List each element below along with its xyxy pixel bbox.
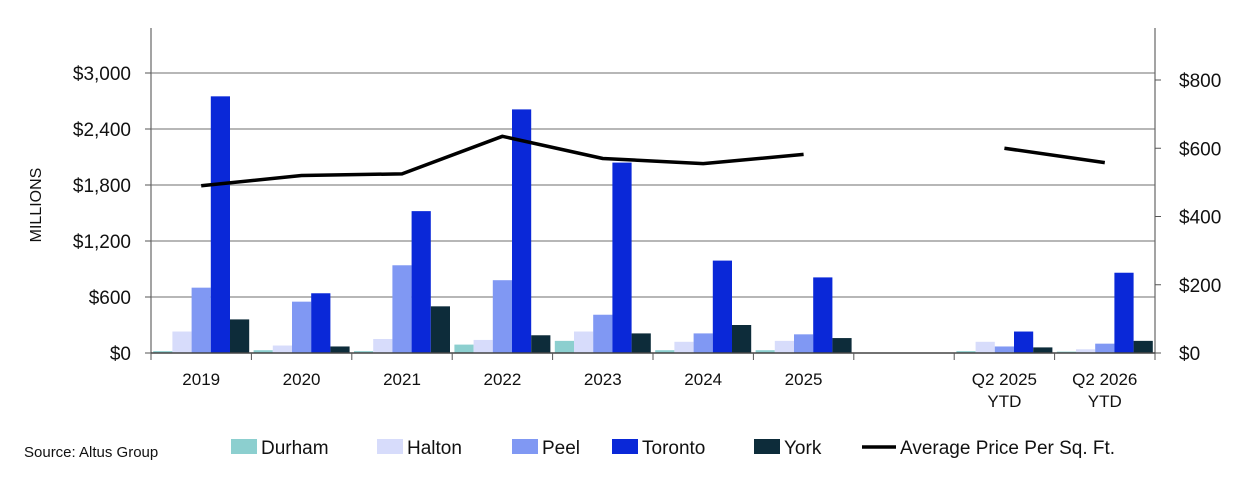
bar-toronto <box>1014 331 1034 353</box>
y2-tick-label: $600 <box>1179 139 1221 160</box>
bar-halton <box>473 339 493 353</box>
legend: Durham Halton Peel Toronto York Average Price… <box>231 438 1115 459</box>
bar-york <box>832 338 852 353</box>
bar-toronto <box>1114 272 1134 353</box>
x-category-label: 2023 <box>584 370 622 389</box>
y2-tick-label: $200 <box>1179 276 1221 297</box>
bar-york <box>430 306 450 353</box>
right-y-axis-ticks: $0 $200 $400 $600 $800 <box>1155 71 1221 365</box>
average-price-line <box>1004 146 1106 165</box>
y2-tick-label: $800 <box>1179 71 1221 92</box>
source-note: Source: Altus Group <box>24 444 158 461</box>
bar-halton <box>172 331 192 353</box>
legend-label: Peel <box>542 438 580 459</box>
bar-toronto <box>512 109 532 354</box>
bar-peel <box>292 301 312 353</box>
y-axis-title: MILLIONS <box>28 168 45 243</box>
x-category-label: 2020 <box>283 370 321 389</box>
y-tick-label: $1,800 <box>73 176 131 197</box>
average-price-line <box>201 134 804 188</box>
bar-peel <box>994 346 1014 353</box>
axes <box>150 28 1156 360</box>
legend-label: York <box>784 438 822 459</box>
bar-halton <box>1076 349 1096 353</box>
x-axis-categories: 2019 2020 2021 2022 2023 2024 2025 Q2 2025 YTD Q2… <box>182 370 1137 411</box>
bar-toronto <box>712 260 732 353</box>
bar-durham <box>253 350 273 353</box>
bar-peel <box>392 265 412 353</box>
bar-peel <box>492 280 512 353</box>
bar-halton <box>574 331 594 353</box>
bar-york <box>732 325 752 353</box>
legend-swatch-york <box>754 439 780 454</box>
legend-label: Halton <box>407 438 462 459</box>
y-tick-label: $3,000 <box>73 64 131 85</box>
y-tick-label: $2,400 <box>73 120 131 141</box>
bar-toronto <box>813 277 833 353</box>
bar-york <box>531 335 551 353</box>
legend-label: Average Price Per Sq. Ft. <box>900 438 1115 459</box>
legend-label: Toronto <box>642 438 705 459</box>
left-y-axis-ticks: $0 $600 $1,200 $1,800 $2,400 $3,000 <box>73 64 151 365</box>
bar-durham <box>755 350 775 353</box>
x-category-label: 2019 <box>182 370 220 389</box>
legend-swatch-halton <box>377 439 403 454</box>
bar-york <box>1133 340 1153 353</box>
legend-swatch-toronto <box>612 439 638 454</box>
y2-tick-label: $0 <box>1179 344 1200 365</box>
bar-halton <box>373 339 393 353</box>
x-category-label: YTD <box>987 392 1021 411</box>
legend-swatch-peel <box>512 439 538 454</box>
y-tick-label: $0 <box>110 344 131 365</box>
bar-durham <box>454 344 474 353</box>
bar-york <box>1033 347 1053 353</box>
bar-york <box>230 319 250 353</box>
x-category-label: 2024 <box>684 370 722 389</box>
grid-lines <box>151 72 1155 298</box>
bar-halton <box>774 340 794 353</box>
bar-durham <box>153 351 173 353</box>
x-category-label: Q2 2026 <box>1072 370 1137 389</box>
bar-halton <box>674 341 694 353</box>
bar-peel <box>693 333 713 353</box>
bar-peel <box>191 287 211 353</box>
bar-series <box>153 96 1153 354</box>
y-tick-label: $1,200 <box>73 232 131 253</box>
y-tick-label: $600 <box>89 288 131 309</box>
x-category-label: 2021 <box>383 370 421 389</box>
bar-durham <box>354 351 374 353</box>
bar-durham <box>956 351 976 353</box>
bar-peel <box>794 334 814 353</box>
x-category-label: Q2 2025 <box>972 370 1037 389</box>
legend-label: Durham <box>261 438 329 459</box>
bar-halton <box>975 341 995 353</box>
bar-york <box>330 346 350 353</box>
bar-peel <box>593 314 613 353</box>
bar-york <box>631 333 651 353</box>
x-category-label: 2022 <box>483 370 521 389</box>
bar-durham <box>655 350 675 353</box>
bar-toronto <box>210 96 230 353</box>
y2-tick-label: $400 <box>1179 208 1221 229</box>
bar-durham <box>554 340 574 353</box>
x-category-label: 2025 <box>785 370 823 389</box>
line-series <box>201 134 1106 188</box>
x-category-label: YTD <box>1088 392 1122 411</box>
bar-toronto <box>311 293 331 353</box>
bar-peel <box>1095 343 1115 353</box>
bar-toronto <box>612 162 632 353</box>
bar-toronto <box>411 211 431 353</box>
bar-halton <box>272 345 292 353</box>
legend-swatch-durham <box>231 439 257 454</box>
